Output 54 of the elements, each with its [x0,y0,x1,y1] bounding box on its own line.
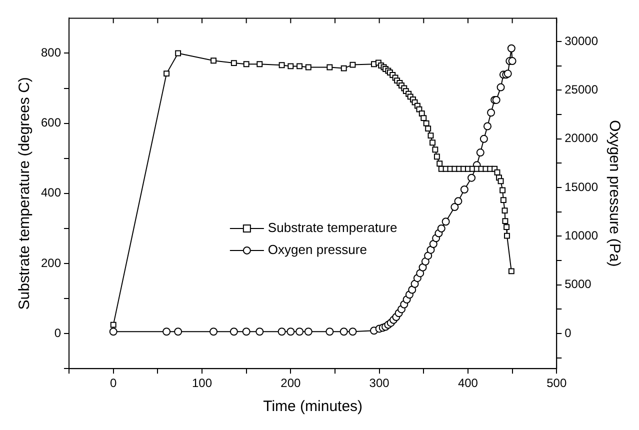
point [348,328,357,336]
x-tick-label: 500 [546,376,567,390]
y-tick-label: 200 [40,256,62,270]
point [230,328,238,336]
point [286,328,295,336]
point [508,57,516,66]
point [416,269,424,278]
point [476,148,484,157]
y-tick-label: 600 [40,116,62,130]
point [421,258,430,266]
x-tick-label: 200 [280,376,301,390]
point [326,328,334,336]
point [296,328,304,336]
point [256,328,264,336]
y2-tick-label: 10000 [564,228,598,243]
point [480,134,488,143]
point [174,328,182,336]
point [210,328,218,336]
x-tick-label: 100 [192,376,212,390]
point [278,328,286,336]
y2-tick-label: 30000 [564,34,598,48]
x-tick-label: 0 [110,376,118,390]
point [442,218,450,226]
y2-tick-label: 25000 [564,82,598,97]
point [496,83,505,92]
point [483,122,492,130]
x-tick-label: 300 [369,376,390,390]
point [429,240,438,248]
legend-label: Oxygen pressure [268,242,367,258]
point [454,197,462,206]
y2-tick-label: 0 [564,326,572,340]
point [487,108,496,117]
point [460,186,468,194]
point [340,328,348,336]
x-axis-title: Time (minutes) [263,398,363,416]
y2-tick-label: 20000 [564,131,598,146]
point [109,328,118,336]
point [242,328,250,336]
point [507,44,516,52]
point [424,252,432,260]
point [468,174,476,182]
x-tick-label: 400 [458,376,478,390]
legend-label: Substrate temperature [268,220,398,236]
point [304,328,312,336]
y-tick-label: 400 [40,186,62,200]
y2-tick-label: 15000 [564,180,598,194]
y-tick-label: 0 [54,326,62,340]
point [162,328,171,336]
y2-tick-label: 5000 [564,277,592,292]
point [450,203,459,212]
y-axis-title: Substrate temperature (degrees C) [16,77,34,310]
point [437,224,446,232]
y2-axis-title: Oxygen pressure (Pa) [606,120,623,267]
y-tick-label: 800 [40,46,62,60]
